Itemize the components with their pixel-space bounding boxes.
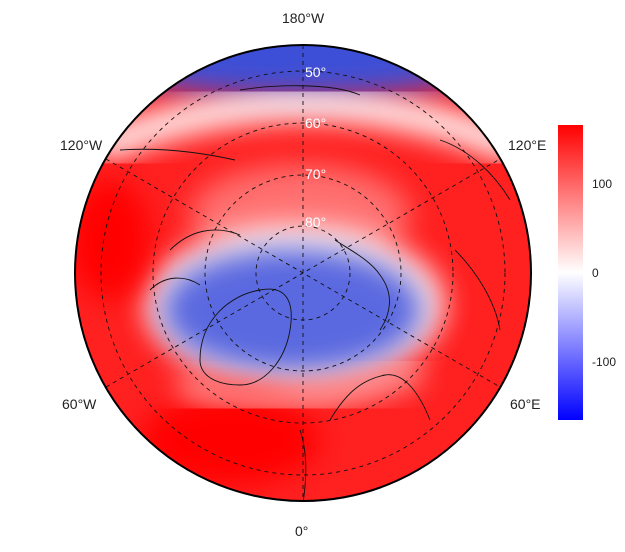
graticule — [100, 45, 506, 501]
positive-anomaly-south — [140, 395, 320, 485]
lon-label-60e: 60°E — [510, 396, 541, 412]
lon-label-120e: 120°E — [508, 137, 547, 153]
lat-labels: 50° 60° 70° 80° — [305, 64, 326, 230]
zero-contour-north — [88, 90, 526, 164]
lat-label-60: 60° — [305, 115, 326, 131]
lon-label-0: 0° — [295, 523, 309, 539]
lon-label-60w: 60°W — [62, 396, 97, 412]
lon-label-180w: 180°W — [282, 10, 325, 26]
colorbar-tick-100: 100 — [592, 177, 613, 191]
negative-anomaly-north — [90, 45, 510, 97]
lat-label-50: 50° — [305, 64, 326, 80]
coastlines — [119, 85, 511, 501]
colorbar — [558, 125, 583, 420]
lat-label-70: 70° — [305, 166, 326, 182]
colorbar-tick-neg100: -100 — [592, 355, 617, 369]
lon-label-120w: 120°W — [60, 137, 103, 153]
map-boundary — [74, 44, 532, 502]
field-layer — [75, 45, 531, 501]
colorbar-tick-0: 0 — [592, 266, 599, 280]
lat-label-80: 80° — [305, 214, 326, 230]
